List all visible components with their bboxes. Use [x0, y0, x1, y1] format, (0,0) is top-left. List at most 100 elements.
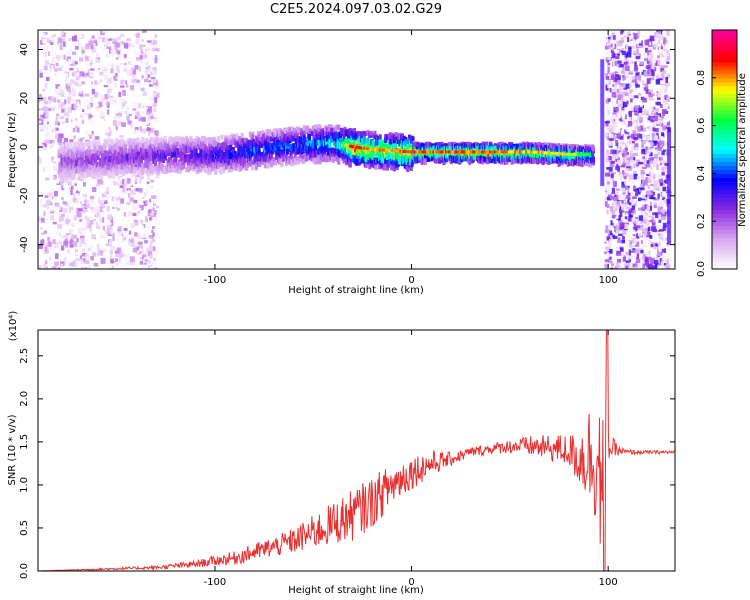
noise-speck	[135, 60, 140, 66]
noise-speck	[43, 204, 47, 208]
ridge-cell	[188, 145, 192, 152]
noise-speck	[116, 103, 119, 110]
noise-speck	[656, 101, 661, 106]
noise-speck	[634, 61, 637, 68]
noise-speck	[90, 206, 93, 210]
noise-speck	[125, 110, 129, 116]
noise-speck	[660, 234, 663, 237]
noise-speck	[658, 38, 662, 45]
noise-speck	[138, 257, 143, 262]
noise-speck	[621, 187, 626, 193]
ridge-cell	[234, 156, 238, 162]
noise-speck	[629, 59, 633, 65]
noise-speck	[63, 257, 67, 261]
noise-speck	[79, 218, 84, 222]
ridge-cell	[115, 138, 119, 143]
ridge-cell	[337, 157, 341, 165]
noise-speck	[84, 98, 89, 104]
ridge-cell	[342, 135, 346, 141]
noise-speck	[137, 241, 143, 245]
ridge-cell	[227, 164, 231, 169]
noise-speck	[61, 196, 64, 201]
noise-speck	[620, 247, 624, 252]
noise-speck	[80, 40, 85, 45]
ridge-cell	[318, 127, 322, 133]
noise-speck	[46, 212, 49, 216]
ridge-cell	[185, 155, 189, 162]
noise-speck	[624, 57, 629, 64]
noise-speck	[638, 139, 642, 142]
ridge-cell	[112, 145, 116, 152]
noise-speck	[628, 217, 633, 222]
ridge-cell	[314, 137, 318, 145]
ridge-cell	[216, 135, 220, 143]
ridge-cell	[132, 138, 136, 145]
noise-speck	[632, 233, 636, 236]
noise-speck	[63, 240, 68, 246]
ridge-cell	[355, 143, 359, 148]
noise-speck	[628, 135, 634, 138]
noise-speck	[73, 103, 78, 109]
noise-speck	[625, 32, 629, 38]
noise-speck	[623, 48, 627, 52]
noise-speck	[658, 211, 662, 218]
noise-speck	[127, 241, 132, 246]
noise-speck	[633, 152, 638, 157]
ridge-cell	[120, 150, 124, 155]
noise-speck	[643, 66, 647, 72]
noise-speck	[102, 118, 107, 122]
noise-speck	[620, 165, 626, 168]
noise-region	[604, 30, 672, 269]
noise-speck	[655, 160, 658, 164]
ridge-cell	[330, 135, 334, 143]
noise-speck	[662, 125, 667, 131]
noise-speck	[108, 262, 112, 266]
noise-speck	[50, 107, 55, 112]
noise-speck	[81, 81, 84, 85]
noise-speck	[55, 116, 59, 121]
noise-speck	[646, 119, 650, 124]
noise-speck	[103, 191, 107, 196]
noise-speck	[639, 102, 645, 106]
ridge-cell	[285, 148, 289, 155]
noise-speck	[620, 149, 625, 155]
noise-speck	[661, 172, 665, 176]
noise-speck	[141, 191, 144, 198]
noise-speck	[625, 107, 629, 113]
noise-speck	[138, 150, 142, 153]
noise-speck	[662, 31, 667, 37]
ridge-cell	[83, 153, 87, 159]
noise-speck	[84, 253, 90, 260]
noise-speck	[651, 93, 655, 97]
noise-speck	[57, 138, 63, 143]
noise-speck	[645, 194, 651, 198]
noise-speck	[624, 30, 627, 36]
noise-speck	[604, 263, 608, 269]
noise-speck	[43, 105, 48, 111]
noise-speck	[651, 64, 655, 70]
ridge-cell	[111, 161, 115, 167]
ridge-cell	[346, 139, 350, 146]
noise-speck	[115, 254, 120, 257]
ridge-cell	[139, 147, 143, 154]
noise-speck	[71, 260, 76, 267]
noise-speck	[619, 199, 624, 203]
noise-speck	[654, 115, 659, 122]
noise-speck	[141, 128, 146, 134]
noise-speck	[50, 210, 55, 214]
noise-speck	[79, 242, 83, 248]
noise-speck	[635, 134, 639, 137]
noise-speck	[106, 186, 110, 191]
noise-speck	[89, 244, 93, 251]
ridge-cell	[256, 150, 260, 158]
noise-speck	[632, 45, 636, 51]
noise-speck	[632, 249, 636, 254]
ridge-cell	[227, 157, 231, 165]
noise-speck	[111, 196, 114, 201]
ridge-cell	[302, 125, 306, 131]
noise-speck	[611, 263, 615, 267]
ridge-cell	[251, 131, 255, 136]
noise-speck	[636, 38, 642, 44]
noise-speck	[624, 114, 627, 120]
noise-speck	[43, 264, 46, 269]
